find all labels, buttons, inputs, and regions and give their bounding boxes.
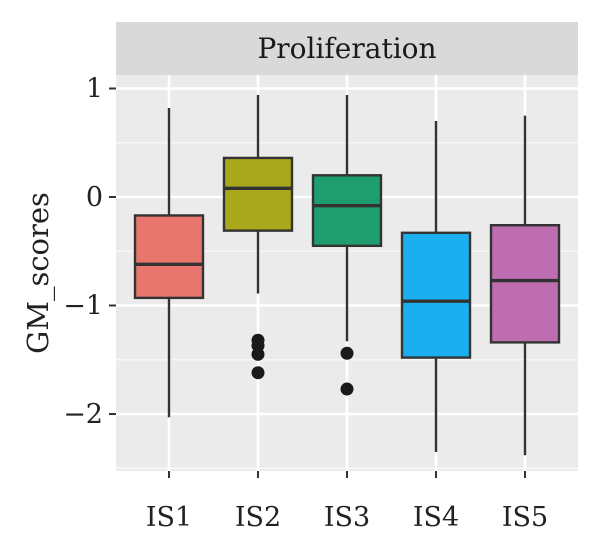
y-tick-label: 1 <box>86 74 103 105</box>
y-axis: 1 0 −1 −2 <box>63 74 116 430</box>
facet-strip-background <box>116 22 578 75</box>
outlier-point <box>251 366 265 380</box>
x-tick-label-is5: IS5 <box>502 502 548 533</box>
y-tick-label: −2 <box>63 399 103 430</box>
iqr-box <box>311 174 383 248</box>
x-tick-label-is2: IS2 <box>235 502 281 533</box>
box-is2 <box>222 95 294 380</box>
iqr-box <box>489 224 561 344</box>
y-tick-label: −1 <box>63 291 103 322</box>
y-axis-title: GM_scores <box>21 192 56 354</box>
iqr-box <box>400 231 472 359</box>
facet-strip-label: Proliferation <box>257 32 436 65</box>
boxes <box>133 95 561 456</box>
x-tick-label-is3: IS3 <box>324 502 370 533</box>
y-tick-label: 0 <box>86 182 103 213</box>
x-axis: IS1 IS2 IS3 IS4 IS5 <box>146 471 548 533</box>
facet-strip: Proliferation <box>116 22 578 75</box>
box-is1 <box>133 108 205 418</box>
x-tick-label-is1: IS1 <box>146 502 192 533</box>
box-is4 <box>400 121 472 452</box>
iqr-box <box>222 156 294 232</box>
outlier-point <box>340 346 354 360</box>
box-is5 <box>489 115 561 456</box>
x-tick-label-is4: IS4 <box>413 502 459 533</box>
box-is3 <box>311 95 383 396</box>
outlier-point <box>340 382 354 396</box>
outlier-point <box>251 347 265 361</box>
iqr-box <box>133 214 205 300</box>
